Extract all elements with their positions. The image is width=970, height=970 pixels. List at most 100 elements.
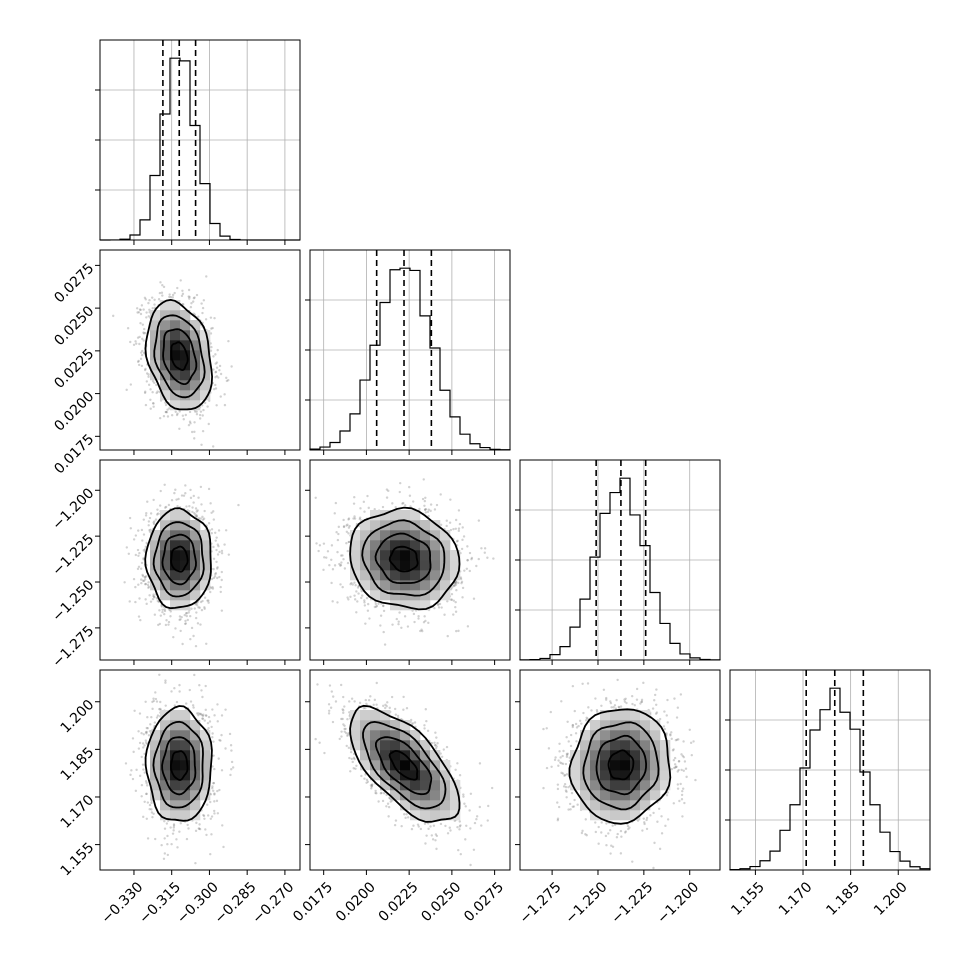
sample-point xyxy=(454,605,457,609)
density-cell xyxy=(640,720,651,731)
sample-point xyxy=(197,496,200,499)
density-cell xyxy=(400,770,411,781)
sample-point xyxy=(394,505,397,509)
sample-point xyxy=(198,684,201,687)
sample-point xyxy=(138,335,141,339)
sample-point xyxy=(327,712,331,715)
density-cell xyxy=(350,740,361,751)
sample-point xyxy=(369,784,373,787)
sample-point xyxy=(201,429,205,433)
sample-point xyxy=(214,573,217,576)
density-cell xyxy=(150,530,161,541)
sample-point xyxy=(640,698,644,702)
sample-point xyxy=(213,809,216,813)
sample-point xyxy=(201,695,204,699)
sample-point xyxy=(374,791,377,795)
sample-point xyxy=(209,590,212,594)
sample-point xyxy=(192,494,195,498)
sample-point xyxy=(682,740,685,743)
sample-point xyxy=(132,750,135,754)
sample-point xyxy=(140,353,144,357)
density-cell xyxy=(370,590,381,601)
sample-point xyxy=(342,709,345,712)
sample-point xyxy=(575,726,579,729)
density-cell xyxy=(180,790,191,801)
sample-point xyxy=(571,684,575,688)
sample-point xyxy=(422,478,425,481)
sample-point xyxy=(326,550,330,553)
sample-point xyxy=(402,695,405,699)
sample-point xyxy=(426,510,430,514)
density-cell xyxy=(360,710,371,721)
sample-point xyxy=(339,563,343,567)
sample-point xyxy=(434,744,437,747)
sample-point xyxy=(183,613,186,617)
density-cell xyxy=(600,810,611,821)
sample-point xyxy=(137,583,140,586)
sample-point xyxy=(457,581,460,585)
density-panel-1-3 xyxy=(95,459,301,665)
density-cell xyxy=(180,390,191,401)
sample-point xyxy=(369,695,372,698)
panel-frame xyxy=(99,249,301,451)
panel-frame xyxy=(309,249,511,451)
histogram-panel-1 xyxy=(95,39,301,245)
sample-point xyxy=(150,808,153,811)
sample-point xyxy=(465,824,468,827)
density-cell xyxy=(200,740,211,751)
sample-point xyxy=(139,357,143,361)
sample-point xyxy=(140,561,144,565)
sample-point xyxy=(348,540,351,544)
density-panel-2-3 xyxy=(304,459,511,665)
sample-point xyxy=(367,698,371,702)
sample-point xyxy=(153,520,156,523)
density-cell xyxy=(590,790,601,801)
panel-frame xyxy=(309,459,511,661)
sample-point xyxy=(153,303,156,306)
density-cell xyxy=(580,780,591,791)
sample-point xyxy=(149,407,152,410)
sample-point xyxy=(217,757,220,760)
density-cell xyxy=(450,800,461,811)
sample-point xyxy=(227,379,230,382)
density-cell xyxy=(630,810,641,821)
density-cell xyxy=(160,350,171,361)
density-cell xyxy=(620,740,631,751)
sample-point xyxy=(175,413,179,417)
sample-point xyxy=(214,539,217,542)
density-panel-1-2 xyxy=(95,249,301,455)
sample-point xyxy=(151,707,154,711)
x-tick-label: −1.225 xyxy=(608,879,656,927)
density-cell xyxy=(180,310,191,321)
sample-point xyxy=(304,585,306,587)
histogram-step xyxy=(99,57,300,241)
sample-point xyxy=(349,770,352,773)
sample-point xyxy=(624,830,628,833)
panel-frame xyxy=(99,669,301,871)
density-cell xyxy=(170,770,181,781)
histogram-panel-2 xyxy=(305,249,511,455)
sample-point xyxy=(213,575,217,578)
sample-point xyxy=(631,702,634,706)
sample-point xyxy=(490,786,494,790)
density-cell xyxy=(170,580,181,591)
sample-point xyxy=(356,586,360,589)
sample-point xyxy=(558,742,561,745)
sample-point xyxy=(346,523,349,526)
sample-point xyxy=(201,599,204,603)
density-cell xyxy=(400,560,411,571)
density-cell xyxy=(160,340,171,351)
sample-point xyxy=(144,390,147,393)
sample-point xyxy=(140,755,143,759)
sample-point xyxy=(167,620,171,624)
sample-point xyxy=(158,504,162,507)
sample-point xyxy=(492,557,495,560)
sample-point xyxy=(137,730,140,733)
density-cell xyxy=(410,600,421,611)
density-cell xyxy=(640,760,651,771)
sample-point xyxy=(445,745,449,749)
sample-point xyxy=(213,767,216,771)
sample-point xyxy=(344,727,347,731)
histogram-step xyxy=(519,477,721,661)
sample-point xyxy=(163,612,166,616)
